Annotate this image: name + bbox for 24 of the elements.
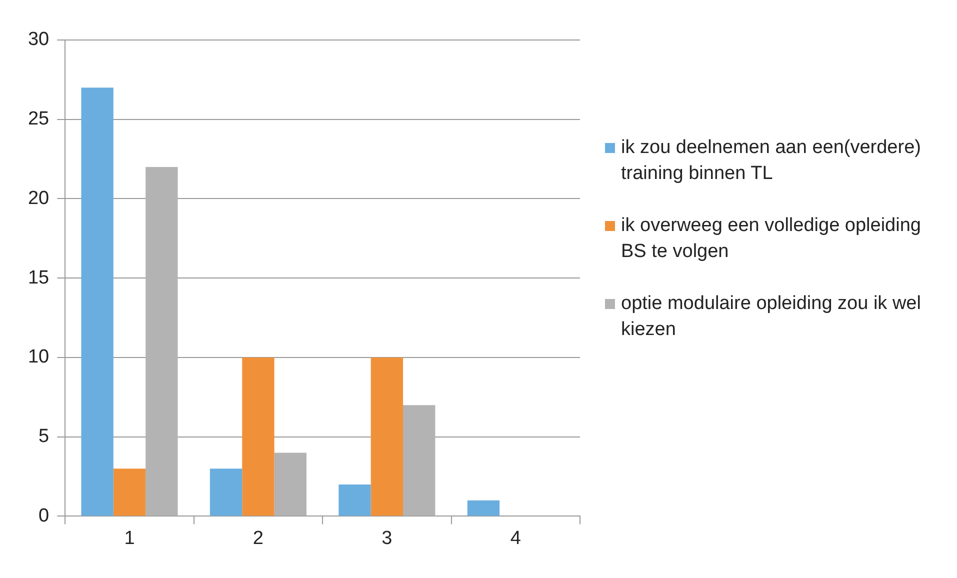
bar (81, 88, 114, 516)
y-tick-label: 20 (28, 188, 50, 209)
legend-label: ik overweeg een volledige opleiding BS te volgen (621, 214, 922, 264)
bar (242, 357, 274, 516)
y-tick-label: 0 (38, 505, 50, 526)
bar (338, 484, 371, 516)
y-tick-label: 15 (28, 267, 50, 288)
bar (403, 405, 436, 516)
x-tick-label: 1 (124, 528, 135, 549)
legend-label: ik zou deelnemen aan een(verdere) training binnen TL (621, 136, 922, 186)
bar (370, 357, 404, 516)
y-tick-label: 25 (28, 108, 50, 130)
y-tick-label: 5 (38, 426, 50, 448)
x-tick-label: 3 (382, 528, 392, 549)
bar (210, 468, 242, 516)
x-tick-label: 2 (252, 528, 264, 549)
y-tick-label: 30 (28, 29, 50, 50)
bar (274, 452, 306, 516)
bar (146, 166, 178, 516)
bar (467, 500, 500, 516)
bar (113, 468, 146, 516)
x-tick-label: 4 (510, 528, 522, 549)
y-tick-label: 10 (28, 346, 50, 368)
legend-label: optie modulaire opleiding zou ik wel kiezen (621, 292, 922, 342)
